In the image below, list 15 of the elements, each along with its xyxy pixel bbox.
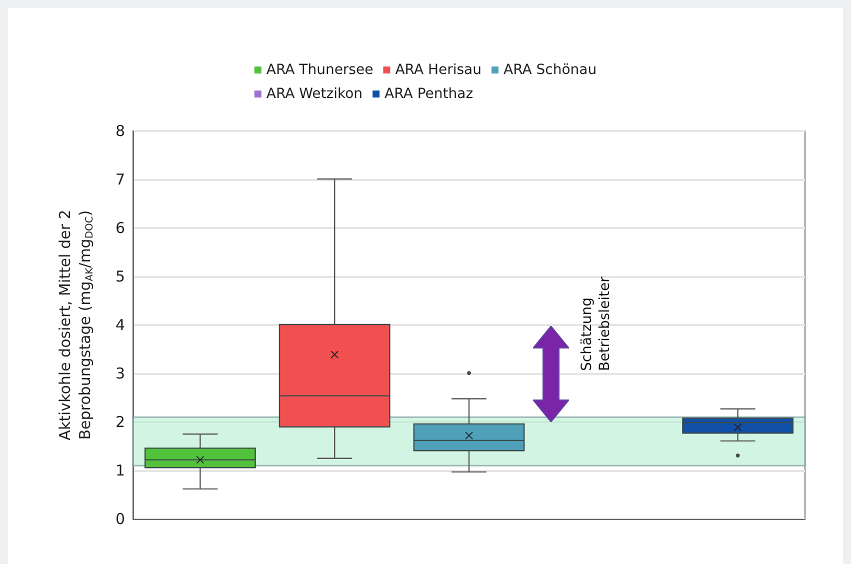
legend-label: ARA Herisau (395, 62, 482, 78)
y-tick-label: 8 (115, 122, 125, 140)
legend-label: ARA Penthaz (384, 86, 474, 102)
legend-label: ARA Thunersee (266, 62, 374, 78)
y-tick-label: 2 (115, 413, 125, 431)
y-tick-label: 6 (115, 219, 125, 237)
legend-label: ARA Schönau (504, 62, 597, 78)
y-tick-label: 4 (115, 316, 125, 334)
y-tick-label: 5 (115, 268, 125, 286)
y-tick-label: 3 (115, 364, 125, 382)
y-tick-label: 0 (115, 510, 125, 528)
y-tick-label: 7 (115, 170, 125, 188)
annotation: Schätzung Betriebsleiter (579, 276, 613, 371)
legend-label: ARA Wetzikon (266, 86, 363, 102)
y-tick-label: 1 (115, 462, 125, 480)
